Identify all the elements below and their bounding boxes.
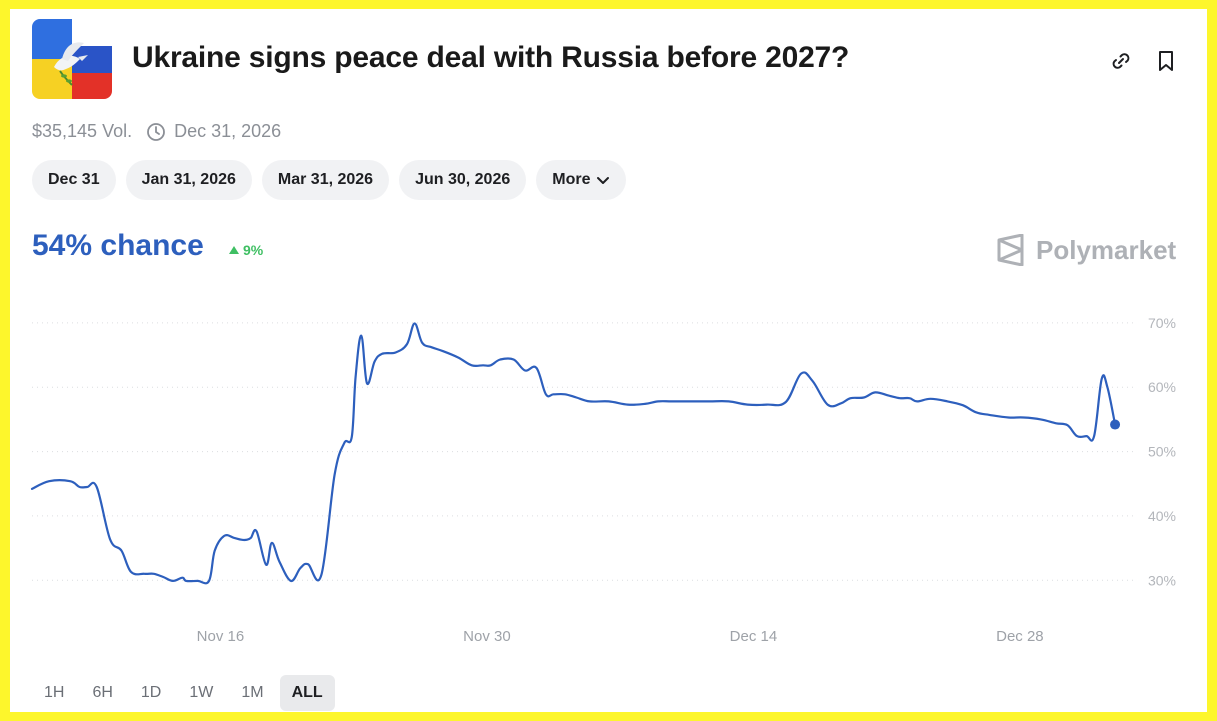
link-icon[interactable] — [1109, 49, 1133, 73]
bookmark-icon[interactable] — [1154, 49, 1178, 73]
range-label: 1W — [189, 684, 214, 701]
date-tabs: Dec 31 Jan 31, 2026 Mar 31, 2026 Jun 30,… — [32, 160, 627, 200]
range-1h[interactable]: 1H — [32, 675, 76, 711]
date-tab-dec-31[interactable]: Dec 31 — [32, 160, 116, 200]
date-tab-jan-31-2026[interactable]: Jan 31, 2026 — [125, 160, 252, 200]
range-label: 1D — [140, 684, 162, 701]
range-label: 1H — [44, 684, 65, 701]
x-tick-label: Nov 16 — [197, 628, 245, 645]
price-line — [30, 322, 1117, 585]
range-1d[interactable]: 1D — [129, 675, 173, 711]
date-tab-mar-31-2026[interactable]: Mar 31, 2026 — [261, 160, 390, 200]
date-tab-label: Dec 31 — [48, 171, 100, 188]
end-date-text: Dec 31, 2026 — [174, 121, 282, 141]
latest-price-dot — [1110, 419, 1121, 430]
brand-name: Polymarket — [1036, 234, 1177, 265]
y-tick-label: 50% — [1148, 444, 1176, 460]
polymarket-brand: Polymarket — [996, 234, 1176, 266]
more-label: More — [552, 171, 591, 188]
x-tick-label: Dec 28 — [996, 628, 1044, 645]
range-all[interactable]: ALL — [279, 675, 335, 711]
clock-icon — [147, 122, 165, 141]
market-meta: $35,145 Vol. Dec 31, 2026 — [32, 121, 281, 142]
date-tab-jun-30-2026[interactable]: Jun 30, 2026 — [399, 160, 527, 200]
range-1w[interactable]: 1W — [177, 675, 225, 711]
time-range-selector: 1H 6H 1D 1W 1M ALL — [32, 675, 335, 711]
x-tick-label: Nov 30 — [463, 628, 511, 645]
range-6h[interactable]: 6H — [80, 675, 124, 711]
polymarket-logo-icon — [997, 234, 1024, 266]
volume-text: $35,145 Vol. — [32, 121, 133, 141]
range-label: ALL — [291, 684, 323, 701]
market-card: Ukraine signs peace deal with Russia bef… — [10, 9, 1207, 712]
change-badge: 9% — [228, 242, 263, 258]
x-tick-label: Dec 14 — [730, 628, 778, 645]
triangle-up-icon — [229, 246, 239, 254]
price-chart[interactable]: 70% 60% 50% 40% 30% Nov 16 Nov 30 Dec 14 Dec 28 — [10, 289, 1207, 669]
y-tick-label: 70% — [1148, 315, 1176, 331]
date-tab-label: Jun 30, 2026 — [415, 171, 511, 188]
y-tick-label: 30% — [1148, 572, 1176, 588]
change-value: 9% — [243, 242, 264, 258]
market-title: Ukraine signs peace deal with Russia bef… — [132, 41, 850, 74]
date-tab-label: Mar 31, 2026 — [277, 171, 374, 188]
range-label: 1M — [241, 684, 264, 701]
date-tab-label: Jan 31, 2026 — [141, 171, 236, 188]
ukraine-russia-flag-dove-icon — [32, 19, 112, 99]
y-tick-label: 60% — [1148, 379, 1176, 395]
chevron-down-icon — [597, 177, 610, 184]
y-tick-label: 40% — [1148, 508, 1176, 524]
range-label: 6H — [92, 684, 113, 701]
range-1m[interactable]: 1M — [229, 675, 275, 711]
chance-value: 54% chance — [32, 229, 204, 262]
more-dates-button[interactable]: More — [536, 160, 627, 200]
